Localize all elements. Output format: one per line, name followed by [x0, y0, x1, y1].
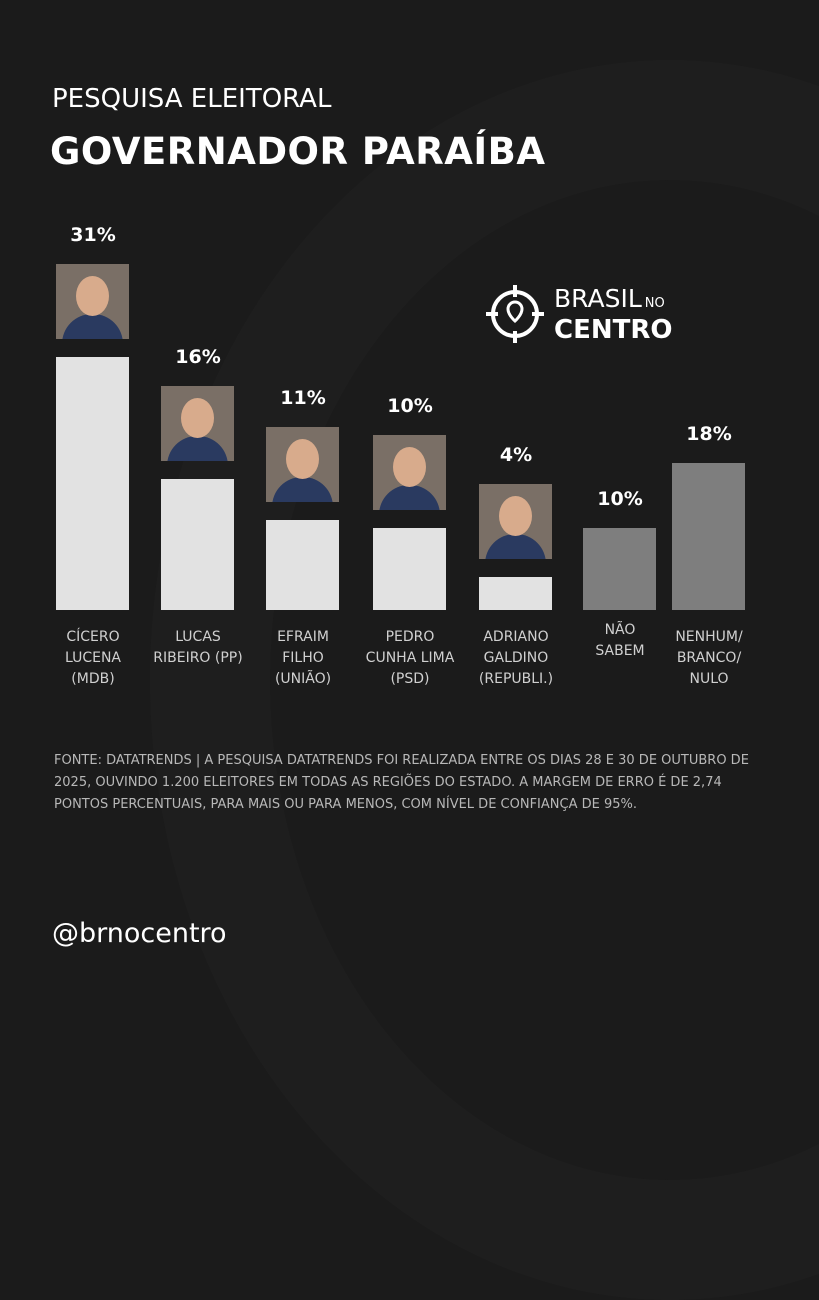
candidate-photo: [56, 264, 129, 339]
category-label: ADRIANO GALDINO (REPUBLI.): [478, 629, 554, 687]
candidate-photo: [373, 435, 446, 510]
category-label: PEDRO CUNHA LIMA (PSD): [365, 629, 455, 687]
category-label: CÍCERO LUCENA (MDB): [64, 629, 122, 687]
bar-value-label: 18%: [686, 423, 732, 445]
bar: [266, 520, 339, 610]
social-handle: @brnocentro: [52, 918, 227, 949]
bar-value-label: 10%: [597, 488, 643, 510]
source-note: FONTE: DATATRENDS | A PESQUISA DATATREND…: [54, 753, 749, 812]
brand-logo: BRASIL NO CENTRO: [484, 283, 672, 345]
subtitle: PESQUISA ELEITORAL: [52, 84, 332, 114]
category-label: NÃO SABEM: [595, 622, 645, 659]
crosshair-pin-icon: [486, 285, 544, 343]
bar-value-label: 4%: [499, 444, 533, 466]
logo-line1: BRASIL: [554, 283, 642, 313]
bar: [161, 479, 234, 610]
bar: [672, 463, 745, 610]
category-label: EFRAIM FILHO (UNIÃO): [274, 629, 332, 687]
bar: [56, 357, 129, 610]
page-title: GOVERNADOR PARAÍBA: [50, 130, 546, 173]
candidate-photo: [161, 386, 234, 461]
bar: [373, 528, 446, 610]
logo-line2: CENTRO: [554, 314, 673, 345]
bar: [583, 528, 656, 610]
category-label: LUCAS RIBEIRO (PP): [153, 629, 243, 666]
bar-value-label: 11%: [280, 387, 326, 409]
bar-value-label: 16%: [175, 346, 221, 368]
candidate-photo: [479, 484, 552, 559]
bar-value-label: 10%: [387, 395, 433, 417]
bar: [479, 577, 552, 610]
candidate-photo: [266, 427, 339, 502]
logo-line1-small: NO: [644, 295, 665, 311]
category-label: NENHUM/BRANCO/NULO: [675, 629, 743, 687]
bar-value-label: 31%: [70, 224, 116, 246]
